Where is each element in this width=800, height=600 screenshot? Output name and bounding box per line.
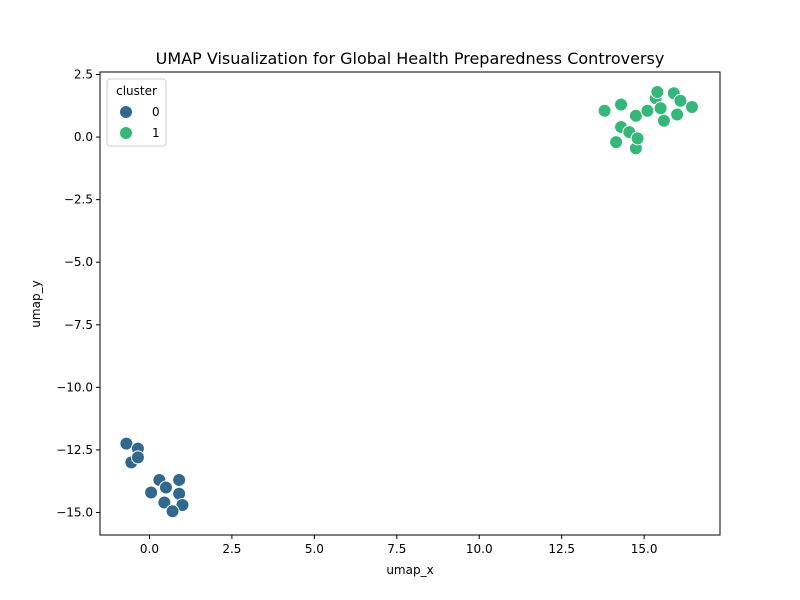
data-point-cluster-0 xyxy=(158,480,173,495)
y-tick-label: −15.0 xyxy=(56,505,93,519)
y-tick-label: −10.0 xyxy=(56,380,93,394)
y-tick-label: −2.5 xyxy=(64,193,93,207)
y-tick-label: 2.5 xyxy=(74,68,93,82)
data-point-cluster-1 xyxy=(650,85,665,100)
data-point-cluster-0 xyxy=(130,450,145,465)
x-tick-label: 15.0 xyxy=(631,542,658,556)
y-tick-label: −7.5 xyxy=(64,318,93,332)
x-tick-label: 5.0 xyxy=(305,542,324,556)
chart-title: UMAP Visualization for Global Health Pre… xyxy=(156,49,665,68)
legend-label-cluster-0: 0 xyxy=(152,105,160,119)
legend-label-cluster-1: 1 xyxy=(152,126,160,140)
data-point-cluster-1 xyxy=(628,108,643,123)
legend-marker-cluster-1 xyxy=(119,126,133,140)
legend-marker-cluster-0 xyxy=(119,105,133,119)
x-tick-label: 7.5 xyxy=(387,542,406,556)
x-axis-ticks: 0.0 2.5 5.0 7.5 10.0 12.5 15.0 xyxy=(140,535,658,556)
plot-frame xyxy=(99,71,721,536)
y-tick-label: −5.0 xyxy=(64,255,93,269)
y-tick-label: −12.5 xyxy=(56,443,93,457)
data-point-cluster-1 xyxy=(597,103,612,118)
data-point-cluster-1 xyxy=(630,131,645,146)
x-tick-label: 2.5 xyxy=(222,542,241,556)
x-axis-label: umap_x xyxy=(386,563,433,577)
x-tick-label: 10.0 xyxy=(466,542,493,556)
data-point-cluster-1 xyxy=(640,103,655,118)
legend: cluster 0 1 xyxy=(106,78,167,147)
data-point-cluster-1 xyxy=(614,97,629,112)
data-point-cluster-0 xyxy=(175,497,190,512)
data-point-cluster-0 xyxy=(157,495,172,510)
x-tick-label: 0.0 xyxy=(140,542,159,556)
data-point-cluster-0 xyxy=(144,485,159,500)
data-point-cluster-0 xyxy=(119,436,134,451)
data-point-cluster-1 xyxy=(609,135,624,150)
data-point-cluster-1 xyxy=(670,107,685,122)
legend-title: cluster xyxy=(116,84,157,98)
y-axis-label: umap_y xyxy=(29,280,43,327)
x-tick-label: 12.5 xyxy=(548,542,575,556)
data-points xyxy=(119,85,699,519)
data-point-cluster-1 xyxy=(684,100,699,115)
data-point-cluster-0 xyxy=(172,472,187,487)
data-point-cluster-0 xyxy=(165,504,180,519)
data-point-cluster-1 xyxy=(673,93,688,108)
y-tick-label: 0.0 xyxy=(74,130,93,144)
y-axis-ticks: 2.5 0.0 −2.5 −5.0 −7.5 −10.0 −12.5 −15.0 xyxy=(56,68,100,519)
data-point-cluster-1 xyxy=(653,101,668,116)
data-point-cluster-1 xyxy=(656,113,671,128)
